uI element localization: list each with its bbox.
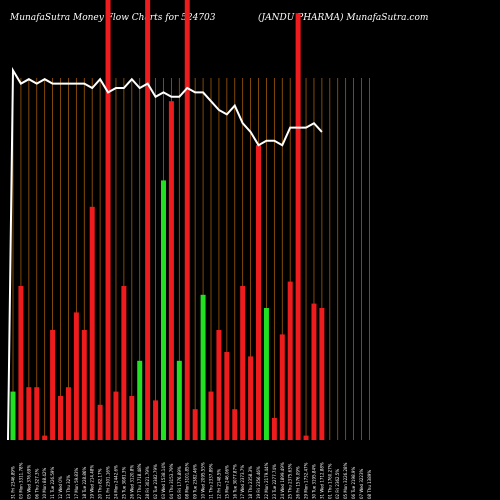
x-tick-label: 17 Mon 59.83%: [74, 467, 79, 499]
x-tick-label: 15 Mon 246.06%: [224, 465, 229, 499]
x-tick-label: 20 Thu 82.17%: [98, 468, 103, 499]
x-tick-label: 06 Tue 2198.9%: [351, 467, 356, 499]
x-tick-label: 01 Thu 1760.27%: [327, 463, 332, 499]
money-flow-bars: [10, 0, 325, 440]
money-flow-bar: [248, 356, 254, 440]
money-flow-bar: [65, 387, 71, 440]
x-tick-label: 23 Tue 2277.74%: [272, 464, 277, 499]
money-flow-bar: [160, 180, 166, 440]
x-tick-label: 24 Mon 2442.6%: [113, 465, 118, 499]
money-flow-bar: [232, 409, 238, 440]
money-flow-bar: [137, 360, 143, 440]
x-tick-label: 10 Mon 88.42%: [42, 467, 47, 499]
chart-title-left: MunafaSutra Money Flow Charts for 524703: [10, 13, 216, 23]
money-flow-bar: [256, 145, 262, 440]
money-flow-bar: [216, 330, 222, 440]
x-tick-label: 05 Wed 376.69%: [26, 465, 31, 499]
x-tick-label: 29 Mon 1732.47%: [304, 462, 309, 499]
money-flow-bar: [50, 330, 56, 440]
x-tick-label: 07 Wed 3223%: [359, 468, 364, 499]
x-tick-label: 24 Wed 1899.49%: [280, 462, 285, 499]
x-tick-label: 17 Wed 2373.7%: [240, 465, 245, 499]
x-tick-label: 21 Fri 2301.16%: [106, 466, 111, 499]
money-flow-bar: [42, 435, 48, 440]
x-tick-label: 30 Tue 3195.84%: [311, 464, 316, 499]
money-flow-bar: [319, 308, 325, 440]
price-line-path: [7, 66, 323, 441]
x-tick-label: 31 Wed 1712.88%: [319, 462, 324, 499]
money-flow-bar: [184, 0, 190, 440]
money-flow-bar: [295, 13, 301, 440]
x-tick-label: 05 Mon 3226.28%: [343, 462, 348, 499]
money-flow-bar: [311, 303, 317, 440]
x-tick-label: 12 Wed 0%: [58, 476, 63, 499]
x-tick-label: 18 Tue 228.86%: [82, 467, 87, 499]
x-tick-label: 26 Fri 1576.09%: [296, 466, 301, 499]
x-tick-label: 04 Thu 3153.79%: [169, 463, 174, 499]
x-tick-label: 25 Thu 2375.63%: [288, 463, 293, 499]
x-tick-label: 18 Thu 2358.3%: [248, 466, 253, 499]
x-tick-label: 03 Wed 1538.14%: [161, 462, 166, 499]
money-flow-bar: [279, 334, 285, 440]
x-tick-label: 22 Mon 2179.44%: [264, 462, 269, 499]
x-tick-label: 02 Tue 2382.79%: [153, 464, 158, 499]
money-flow-bar: [58, 396, 64, 440]
money-flow-bar: [34, 387, 40, 440]
x-tick-label: 28 Fri 3021.79%: [145, 466, 150, 499]
x-tick-label: 06 Thu 327.3%: [34, 468, 39, 499]
x-tick-label: 02 Fri 2362.5%: [335, 469, 340, 499]
x-tick-label: 11 Tue 226.59%: [50, 467, 55, 499]
x-tick-label: 31 Fri 2346.89%: [11, 466, 16, 499]
money-flow-bar: [145, 0, 151, 440]
money-flow-bar: [271, 418, 277, 440]
money-flow-bar: [81, 330, 87, 440]
x-tick-label: 10 Wed 2095.55%: [201, 462, 206, 499]
x-tick-label: 05 Fri 1776.89%: [177, 466, 182, 499]
money-flow-bar: [129, 396, 135, 440]
x-tick-label: 09 Tue 2382.46%: [193, 464, 198, 499]
money-flow-bar: [97, 404, 103, 440]
money-flow-bar: [200, 294, 206, 440]
money-flow-bar: [176, 360, 182, 440]
money-flow-bar: [18, 286, 24, 440]
x-tick-label: 08 Mon 3101.85%: [185, 462, 190, 499]
x-tick-label: 19 Fri 2356.46%: [256, 466, 261, 499]
money-flow-bar: [73, 312, 79, 440]
price-line: [7, 66, 323, 441]
money-flow-bar: [168, 101, 174, 440]
x-tick-label: 27 Thu 1718.48%: [137, 463, 142, 499]
x-tick-label: 08 Thu 1389%: [367, 470, 372, 499]
money-flow-bar: [240, 286, 246, 440]
money-flow-bar: [208, 391, 214, 440]
x-tick-label: 03 Mon 3311.78%: [18, 462, 23, 499]
money-flow-bar: [263, 308, 269, 440]
x-tick-label: 11 Thu 2337.89%: [209, 463, 214, 499]
money-flow-bar: [105, 0, 111, 440]
money-flow-bar: [287, 281, 293, 440]
money-flow-bar: [192, 409, 198, 440]
money-flow-bar: [121, 286, 127, 440]
chart-title-right: (JANDU PHARMA) MunafaSutra.com: [258, 13, 429, 23]
money-flow-bar: [153, 400, 159, 440]
money-flow-bar: [10, 391, 16, 440]
money-flow-bar: [113, 391, 119, 440]
x-tick-label: 13 Thu 32%: [66, 475, 71, 499]
x-tick-label: 16 Tue 3077.87%: [232, 464, 237, 499]
money-flow-bar: [224, 352, 230, 440]
money-flow-bar: [89, 206, 95, 440]
x-tick-label: 12 Fri 2148.5%: [216, 469, 221, 499]
x-tick-label: 25 Tue 3081.3%: [121, 467, 126, 499]
money-flow-bar: [26, 387, 32, 440]
money-flow-bar: [303, 435, 309, 440]
x-tick-labels: 31 Fri 2346.89% 03 Mon 3311.78% 05 Wed 37…: [11, 462, 372, 499]
x-tick-label: 19 Wed 214.48%: [90, 465, 95, 499]
x-tick-label: 26 Wed 3120.8%: [129, 465, 134, 499]
